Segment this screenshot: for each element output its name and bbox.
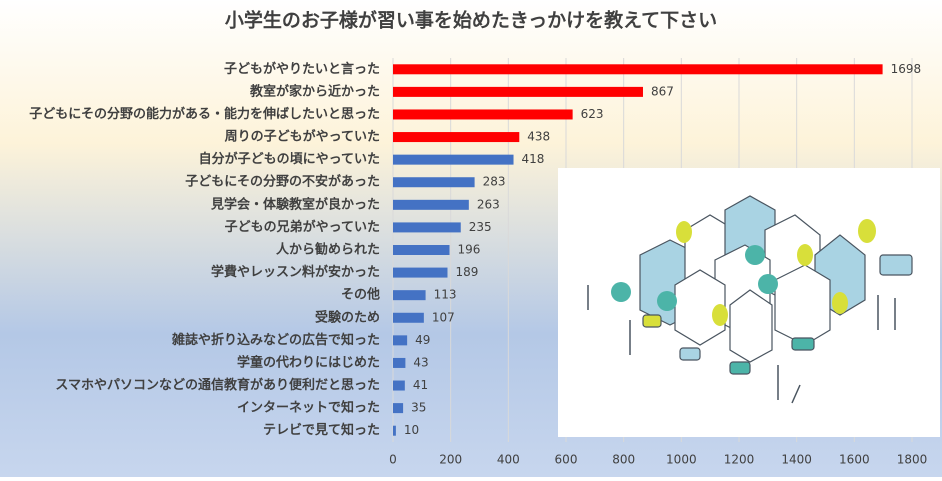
bar (393, 312, 424, 323)
x-tick-label: 1200 (724, 453, 755, 467)
illustration (558, 168, 940, 437)
value-label: 10 (404, 423, 419, 437)
chart-title: 小学生のお子様が習い事を始めたきっかけを教えて下さい (225, 9, 717, 32)
bar (393, 245, 450, 255)
x-tick-label: 400 (497, 453, 520, 467)
y-tick-label: 学童の代わりにはじめた (237, 354, 380, 370)
x-tick-label: 1000 (666, 453, 697, 467)
bar (393, 290, 426, 301)
x-tick-label: 0 (389, 453, 397, 467)
y-tick-label: 周りの子どもがやっていた (225, 129, 380, 145)
bar (393, 109, 573, 120)
bar (393, 425, 396, 436)
y-tick-label: 子どもがやりたいと言った (224, 61, 380, 77)
value-label: 196 (458, 243, 481, 257)
x-tick-label: 1800 (897, 453, 928, 467)
y-tick-label: インターネットで知った (237, 400, 380, 416)
y-tick-label: 子どもにその分野の能力がある・能力を伸ばしたいと思った (29, 106, 380, 122)
x-tick-label: 600 (555, 453, 578, 467)
value-label: 263 (477, 197, 500, 211)
bar (393, 154, 514, 165)
bar (393, 86, 643, 97)
value-label: 867 (651, 84, 674, 98)
y-tick-label: 学費やレッスン料が安かった (211, 264, 380, 280)
bar (393, 199, 469, 210)
value-label: 438 (527, 130, 550, 144)
bar (393, 267, 448, 278)
y-tick-label: 自分が子どもの頃にやっていた (199, 151, 380, 167)
y-tick-label: 教室が家から近かった (249, 83, 380, 99)
x-tick-label: 200 (439, 453, 462, 467)
value-label: 283 (483, 175, 506, 189)
y-tick-label: スマホやパソコンなどの通信教育があり便利だと思った (55, 377, 380, 393)
y-tick-label: 子どもの兄弟がやっていた (225, 219, 380, 235)
value-label: 107 (432, 310, 455, 324)
value-label: 35 (411, 401, 426, 415)
y-tick-label: 雑誌や折り込みなどの広告で知った (171, 332, 380, 348)
bar (393, 335, 408, 346)
value-label: 418 (522, 152, 545, 166)
x-tick-label: 800 (612, 453, 635, 467)
y-tick-label: その他 (341, 287, 380, 303)
bar (393, 177, 475, 188)
value-label: 1698 (891, 62, 922, 76)
bar (393, 64, 883, 75)
bar (393, 132, 520, 143)
value-label: 41 (413, 378, 428, 392)
x-tick-label: 1600 (839, 453, 870, 467)
value-label: 623 (581, 107, 604, 121)
y-tick-label: 子どもにその分野の不安があった (185, 174, 380, 190)
bar (393, 403, 404, 414)
value-label: 49 (415, 333, 430, 347)
bar (393, 222, 461, 233)
y-tick-label: 見学会・体験教室が良かった (210, 196, 380, 212)
bar (393, 357, 406, 368)
x-tick-label: 1400 (781, 453, 812, 467)
value-label: 113 (434, 288, 457, 302)
value-label: 235 (469, 220, 492, 234)
y-tick-label: 受験のため (315, 309, 380, 325)
y-tick-label: 人から勧められた (276, 242, 380, 258)
bar (393, 380, 405, 391)
value-label: 189 (455, 265, 478, 279)
y-tick-label: テレビで見て知った (263, 422, 380, 438)
value-label: 43 (413, 355, 428, 369)
